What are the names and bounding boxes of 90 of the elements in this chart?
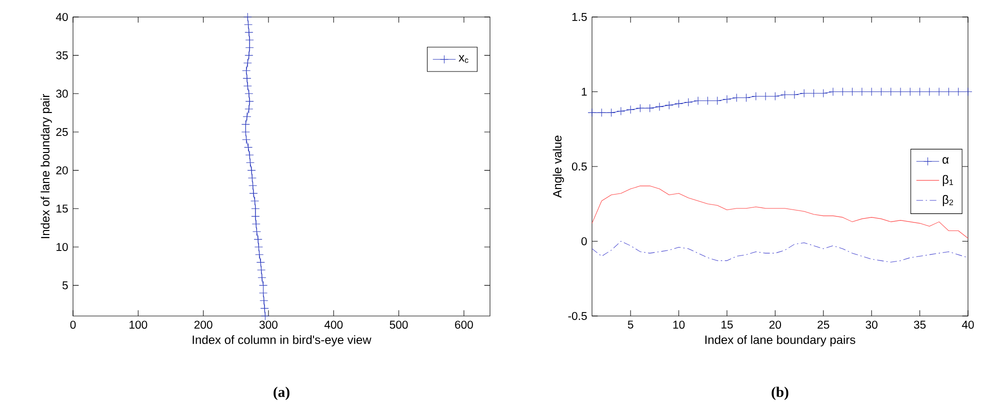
point <box>257 266 266 274</box>
y-tick-label: 1.5 <box>572 13 587 21</box>
y-tick-label: 30 <box>56 90 68 98</box>
point <box>244 89 254 98</box>
point <box>252 220 260 228</box>
point <box>254 242 263 252</box>
y-tick-label: 25 <box>56 128 68 136</box>
point <box>258 288 268 298</box>
point <box>260 312 270 320</box>
point <box>258 281 268 290</box>
y-tick-label: 0 <box>581 237 587 246</box>
point <box>244 51 254 60</box>
point <box>251 204 260 213</box>
x-axis-title: Index of lane boundary pairs <box>705 335 856 346</box>
point <box>636 104 644 112</box>
point <box>241 120 250 129</box>
legend-label: β$_{2}$ <box>942 194 954 206</box>
y-axis-title: Index of lane boundary pair <box>40 94 52 238</box>
point <box>626 105 635 114</box>
point <box>616 106 626 116</box>
x-tick-label: 20 <box>769 320 782 329</box>
point <box>664 100 674 110</box>
y-tick-label: 35 <box>56 51 68 60</box>
text: (a) <box>274 386 290 400</box>
point <box>254 235 262 244</box>
point <box>260 296 268 305</box>
y-tick-label: 5 <box>62 281 68 290</box>
point <box>251 212 260 221</box>
point <box>242 135 251 144</box>
x-tick-label: 15 <box>722 320 733 329</box>
point <box>243 58 252 68</box>
legend-label: α <box>942 157 949 164</box>
text: (b) <box>772 386 788 400</box>
x-tick-label: 200 <box>194 320 212 329</box>
y-tick-label: 15 <box>56 204 68 213</box>
point <box>249 189 258 198</box>
point <box>674 99 684 108</box>
y-tick-label: 20 <box>56 166 68 174</box>
point <box>258 273 266 282</box>
x-tick-label: 0 <box>70 320 76 329</box>
y-tick-label: 40 <box>56 12 68 21</box>
point <box>244 104 254 114</box>
point <box>245 43 254 52</box>
x-tick-label: 600 <box>455 320 473 329</box>
y-tick-label: 0.5 <box>572 162 587 170</box>
point <box>245 36 254 44</box>
point <box>247 166 256 175</box>
point <box>242 66 251 75</box>
x-tick-label: 400 <box>324 320 343 329</box>
point <box>722 94 732 104</box>
point <box>245 150 254 160</box>
point <box>684 98 693 106</box>
legend-label: β$_{1}$ <box>942 174 954 186</box>
x-tick-label: 500 <box>390 320 408 329</box>
x-tick-label: 10 <box>673 320 685 329</box>
point <box>607 108 616 117</box>
y-axis-title: Angle value <box>552 136 564 198</box>
point <box>245 97 254 106</box>
y-tick-label: 10 <box>56 242 68 251</box>
point <box>243 82 252 90</box>
point <box>250 196 260 206</box>
point <box>588 108 596 117</box>
x-tick-label: 40 <box>962 320 974 329</box>
point <box>646 104 654 112</box>
point <box>246 158 255 167</box>
x-tick-label: 35 <box>914 320 926 329</box>
x-tick-label: 30 <box>866 320 878 329</box>
point <box>244 28 254 37</box>
point <box>242 112 252 121</box>
y-tick-label: -0.5 <box>568 312 587 320</box>
x-axis-title: Index of column in bird's-eye view <box>192 335 372 346</box>
point <box>260 304 269 313</box>
x-tick-label: 300 <box>259 320 278 329</box>
point <box>655 102 664 111</box>
point <box>248 181 258 190</box>
x-tick-label: 100 <box>130 320 148 329</box>
point <box>244 20 253 29</box>
point <box>241 128 250 136</box>
point <box>252 227 262 236</box>
legend-label: x$_{c}$ <box>458 55 468 63</box>
y-tick-label: 1 <box>582 88 587 96</box>
point <box>597 108 606 117</box>
point <box>256 258 265 267</box>
point <box>248 174 256 182</box>
point <box>244 143 253 152</box>
x-tick-label: 25 <box>818 320 830 329</box>
point <box>243 12 252 22</box>
point <box>255 250 264 259</box>
point <box>242 74 252 83</box>
x-tick-label: 5 <box>628 320 634 329</box>
